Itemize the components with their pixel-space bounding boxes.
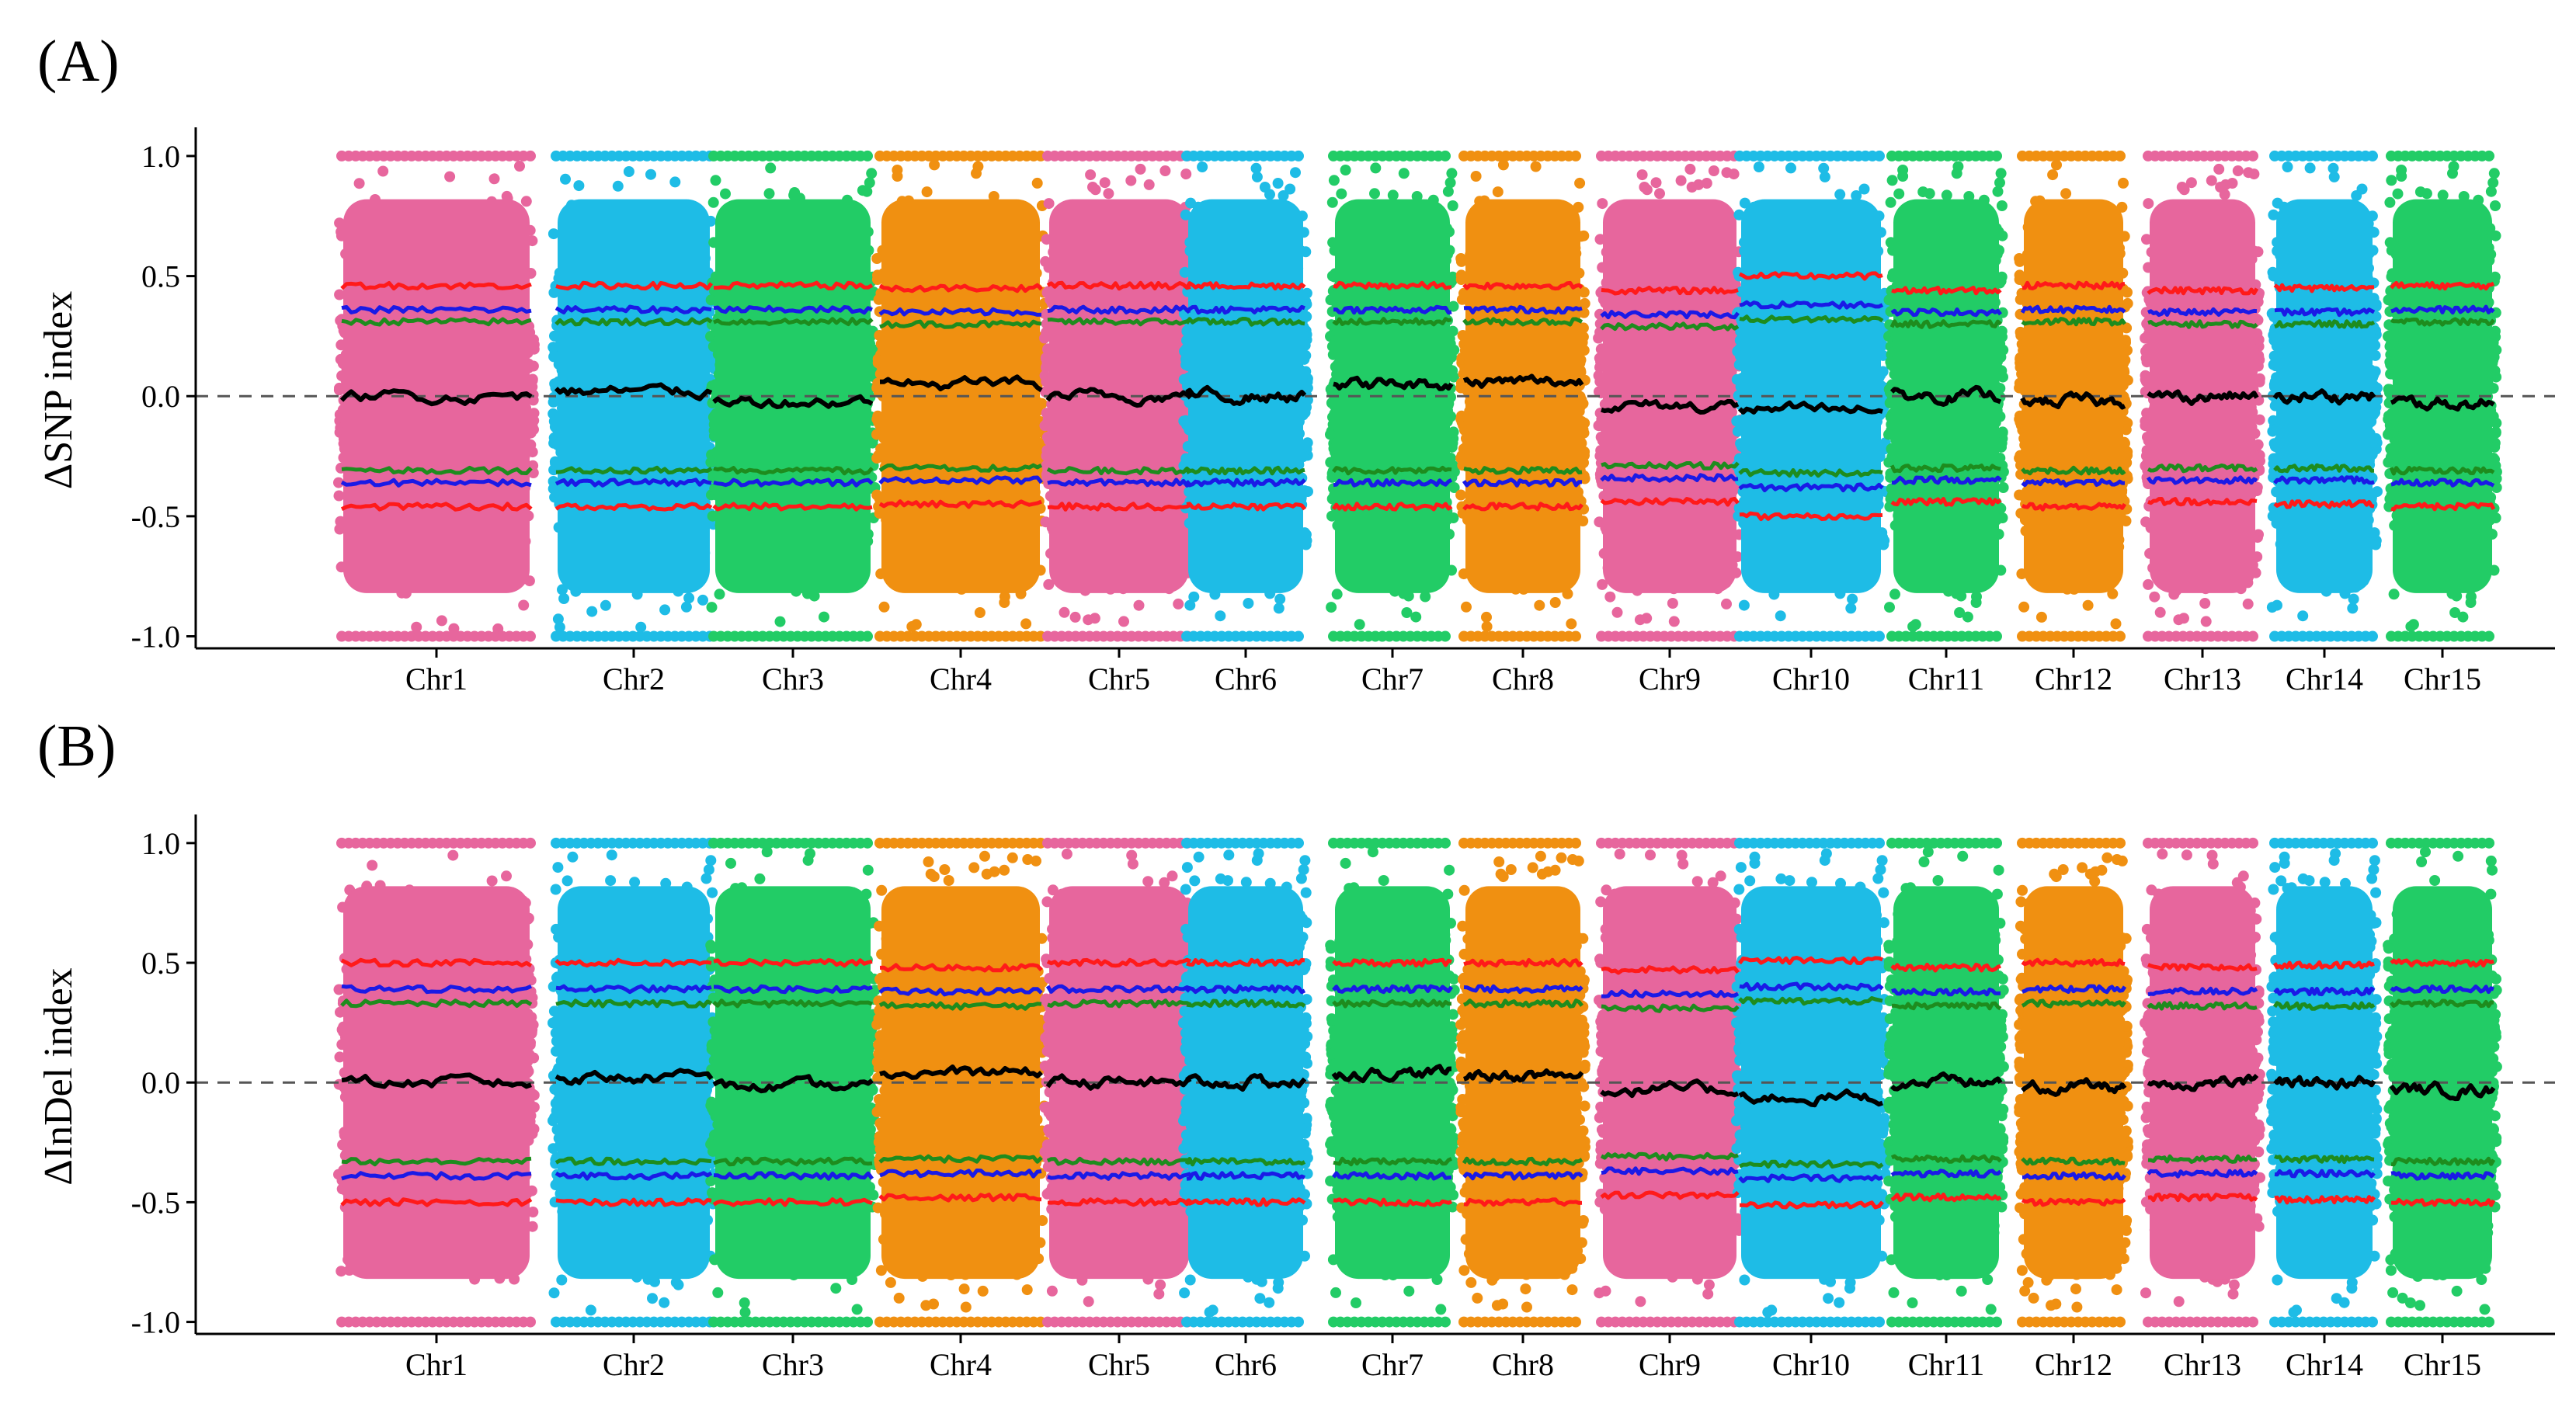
- data-point: [659, 604, 671, 616]
- data-point: [612, 180, 624, 192]
- data-point: [488, 173, 500, 185]
- data-point: [1133, 599, 1145, 611]
- data-point: [1272, 178, 1284, 189]
- data-point: [1118, 616, 1129, 627]
- data-point: [906, 621, 918, 632]
- data-point: [436, 615, 447, 627]
- data-point: [586, 606, 598, 617]
- data-point: [1264, 189, 1275, 200]
- data-point: [1039, 332, 1051, 344]
- data-point: [525, 630, 536, 642]
- data-point: [872, 269, 883, 281]
- data-point: [1020, 618, 1032, 630]
- data-point: [871, 453, 883, 464]
- data-point: [1125, 175, 1137, 186]
- data-point: [558, 593, 570, 604]
- data-point: [707, 196, 719, 208]
- data-point: [1173, 598, 1184, 609]
- data-point: [334, 217, 346, 229]
- data-point: [705, 457, 717, 468]
- data-point: [720, 188, 731, 200]
- data-point: [1089, 613, 1100, 624]
- data-point: [448, 623, 460, 634]
- data-point: [1031, 177, 1043, 189]
- scatter-points: [333, 150, 2502, 642]
- data-point: [921, 186, 933, 198]
- data-point: [706, 602, 718, 613]
- data-point: [444, 171, 456, 182]
- data-point: [1180, 168, 1192, 180]
- data-point: [623, 166, 634, 177]
- data-point: [573, 180, 585, 192]
- data-point: [1090, 184, 1101, 196]
- data-point: [774, 616, 786, 627]
- data-point: [714, 589, 725, 600]
- data-point: [1103, 188, 1114, 200]
- data-point: [892, 171, 903, 182]
- data-point: [878, 601, 890, 613]
- data-point: [862, 630, 873, 642]
- data-point: [552, 613, 564, 625]
- data-point: [705, 294, 717, 306]
- data-point: [788, 189, 800, 201]
- data-point: [710, 175, 721, 186]
- data-point: [1085, 169, 1097, 181]
- data-point: [763, 188, 775, 200]
- data-point: [560, 173, 571, 185]
- data-point: [1069, 611, 1081, 623]
- data-point: [1143, 179, 1155, 190]
- data-point: [819, 611, 829, 623]
- data-point: [1243, 598, 1254, 609]
- data-point: [1184, 599, 1196, 611]
- data-point: [334, 289, 346, 300]
- data-point: [548, 342, 559, 353]
- data-point: [353, 178, 365, 189]
- data-point: [1059, 606, 1070, 618]
- data-point: [518, 599, 530, 611]
- data-point: [864, 177, 875, 189]
- data-point: [1099, 177, 1111, 189]
- data-point: [525, 150, 536, 161]
- data-point: [669, 176, 681, 188]
- panel-label-b: (B): [37, 713, 116, 780]
- data-point: [411, 621, 422, 633]
- data-point: [862, 150, 873, 161]
- data-point: [866, 168, 878, 179]
- data-point: [520, 196, 532, 207]
- data-point: [999, 597, 1010, 608]
- data-point: [1135, 163, 1146, 175]
- data-point: [765, 162, 777, 174]
- data-point: [645, 168, 656, 180]
- data-point: [1159, 165, 1171, 176]
- data-point: [333, 490, 345, 502]
- data-point: [548, 228, 559, 240]
- data-point: [697, 594, 708, 606]
- panel-label-a: (A): [37, 28, 120, 96]
- data-point: [683, 592, 695, 604]
- data-point: [514, 161, 525, 172]
- data-point: [871, 253, 883, 264]
- data-point: [1043, 198, 1055, 210]
- data-point: [600, 599, 611, 611]
- data-point: [1290, 167, 1301, 179]
- data-point: [377, 165, 389, 177]
- data-point: [972, 161, 984, 172]
- data-point: [548, 396, 559, 408]
- data-point: [871, 489, 883, 501]
- data-point: [974, 607, 986, 618]
